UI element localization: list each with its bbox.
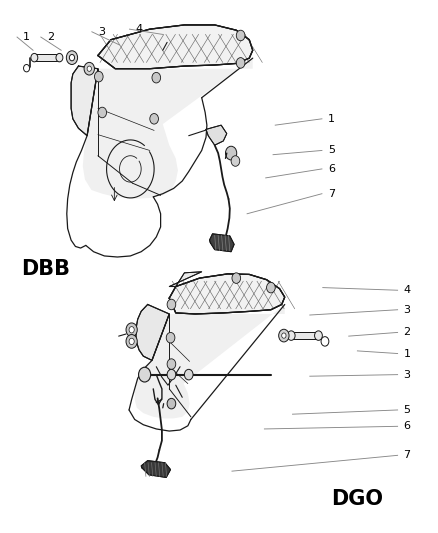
Polygon shape [292,332,318,340]
Circle shape [232,273,240,284]
Polygon shape [134,304,285,418]
Circle shape [166,333,175,343]
Circle shape [24,64,30,72]
Polygon shape [141,461,170,478]
Text: 5: 5 [403,405,410,415]
Text: 2: 2 [47,32,54,42]
Polygon shape [169,272,202,287]
Circle shape [314,331,322,341]
Polygon shape [71,66,98,136]
Circle shape [279,329,289,342]
Circle shape [267,282,275,293]
Text: DGO: DGO [332,489,383,508]
Text: 2: 2 [403,327,411,337]
Text: 4: 4 [403,285,411,295]
Circle shape [167,359,176,369]
Text: 6: 6 [328,164,335,174]
Circle shape [167,369,176,380]
Circle shape [98,107,106,118]
Text: 1: 1 [328,114,335,124]
Circle shape [129,338,134,344]
Text: 1: 1 [403,349,410,359]
Circle shape [167,398,176,409]
Circle shape [69,54,74,61]
Circle shape [167,299,176,310]
Circle shape [226,146,237,160]
Polygon shape [206,125,227,145]
Circle shape [126,335,137,348]
Circle shape [95,71,103,82]
Circle shape [184,369,193,380]
Circle shape [138,367,151,382]
Circle shape [231,156,240,166]
Circle shape [152,72,161,83]
Circle shape [236,58,245,68]
Text: 6: 6 [403,421,410,431]
Circle shape [236,30,245,41]
Polygon shape [83,58,253,199]
Circle shape [87,66,92,71]
Polygon shape [169,274,285,314]
Text: 3: 3 [403,369,410,379]
Circle shape [56,53,63,62]
Circle shape [287,331,295,341]
Text: 3: 3 [98,27,105,37]
Polygon shape [35,54,60,61]
Text: 7: 7 [328,189,335,199]
Circle shape [66,51,78,64]
Circle shape [129,327,134,333]
Circle shape [282,333,286,338]
Text: 5: 5 [328,146,335,156]
Text: 7: 7 [403,450,411,461]
Circle shape [31,53,38,62]
Text: DBB: DBB [21,259,71,279]
Text: 4: 4 [135,24,142,34]
Text: 3: 3 [403,305,410,315]
Polygon shape [209,234,234,252]
Circle shape [126,323,137,337]
Circle shape [84,62,95,75]
Polygon shape [136,304,169,360]
Circle shape [150,114,159,124]
Polygon shape [98,25,253,69]
Circle shape [321,337,329,346]
Text: 1: 1 [23,32,30,42]
